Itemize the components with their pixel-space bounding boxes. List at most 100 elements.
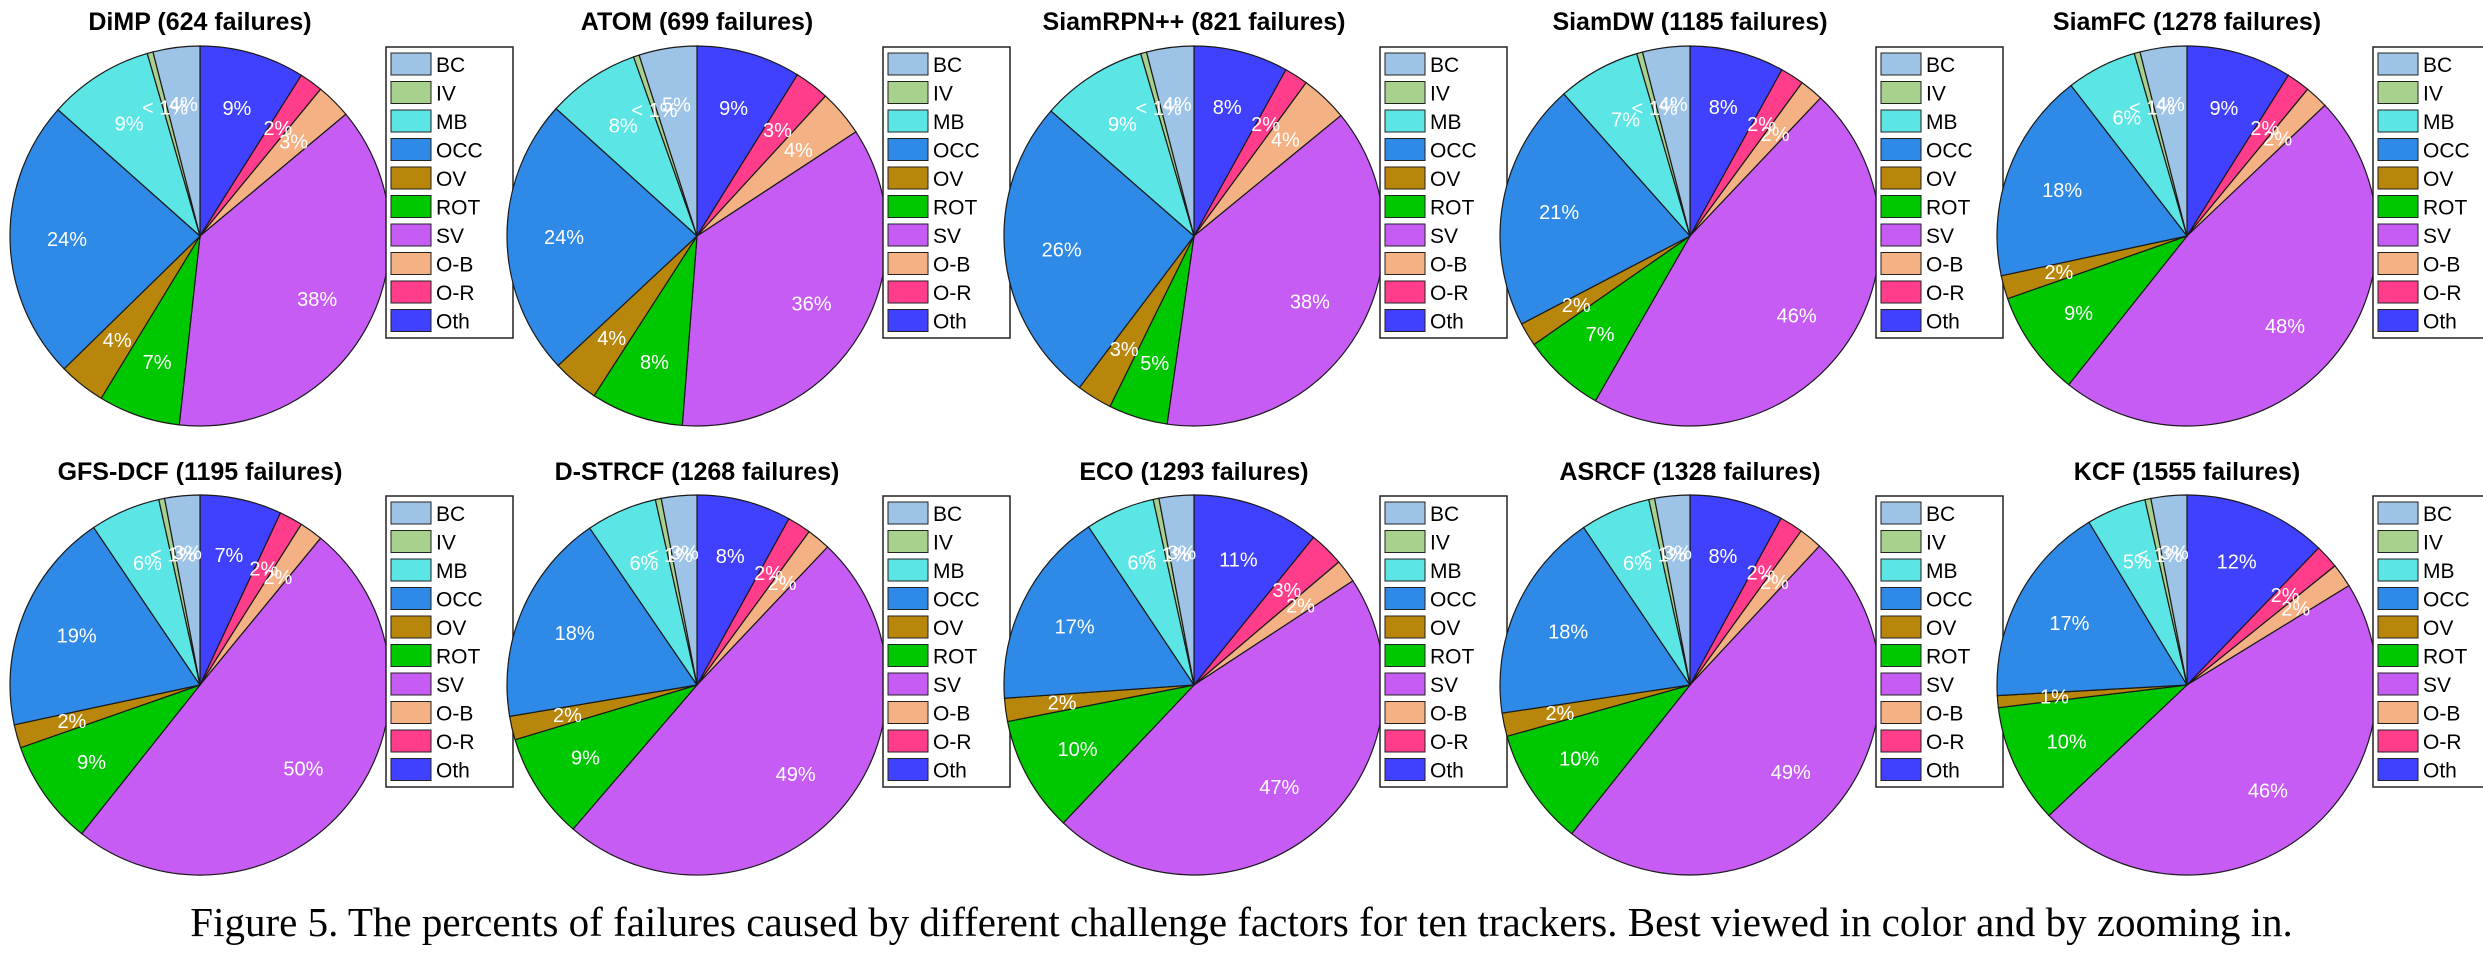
legend-swatch-oth xyxy=(390,309,432,332)
pie-slice-occ xyxy=(9,526,201,726)
slice-label-oth: 11% xyxy=(1219,550,1258,572)
legend-label-iv: IV xyxy=(436,532,456,555)
legend-swatch-iv xyxy=(390,530,432,553)
legend-label-o-b: O-B xyxy=(2423,254,2460,277)
slice-labels: 8%2%2%49%9%2%18%6%< 1%3% xyxy=(553,543,816,787)
pie-slice-rot xyxy=(593,235,698,427)
slice-label-bc: 3% xyxy=(1663,543,1692,565)
slice-label-iv: < 1% xyxy=(1632,98,1678,120)
legend-label-occ: OCC xyxy=(933,140,980,163)
chart-legend: BC IV MB OCC OV ROT SV O-B O-R Oth xyxy=(882,46,1011,339)
legend-label-mb: MB xyxy=(2423,111,2455,134)
legend-swatch-iv xyxy=(2377,81,2419,104)
pie-slice-oth xyxy=(2186,45,2290,239)
slice-labels: 12% 2%2% 46% 10% 1% 17% 5%< 1%3% xyxy=(2040,543,2310,803)
slice-label-oth: 12% xyxy=(2217,552,2257,574)
chart-title: SiamRPN++ (821 failures) xyxy=(1043,8,1346,36)
legend-swatch-rot xyxy=(1880,644,1922,667)
legend-swatch-mb xyxy=(1880,558,1922,582)
legend-label-o-r: O-R xyxy=(933,282,972,305)
slice-label-sv: 47% xyxy=(1259,777,1299,799)
chart-legend: BC IV MB OCC OV ROT SV O-B O-R Oth xyxy=(2372,495,2483,788)
legend-label-sv: SV xyxy=(933,225,961,248)
pie-slice-sv xyxy=(178,113,391,427)
legend-swatch-mb xyxy=(390,109,432,133)
slice-label-iv: < 1% xyxy=(2129,98,2175,120)
slice-label-ov: 2% xyxy=(2044,262,2073,284)
legend-label-o-r: O-R xyxy=(1926,282,1965,305)
pie-chart-5: SiamFC (1278 failures)9%2%2%48%9%2%18%6%… xyxy=(1996,8,2483,427)
legend-swatch-bc xyxy=(2377,52,2419,76)
legend-label-bc: BC xyxy=(933,54,962,77)
legend-swatch-ov xyxy=(1880,166,1922,190)
legend-label-o-r: O-R xyxy=(1926,731,1965,754)
legend-swatch-mb xyxy=(887,558,929,582)
legend-label-iv: IV xyxy=(1926,532,1946,555)
legend-swatch-sv xyxy=(390,672,432,696)
legend-label-bc: BC xyxy=(436,503,465,526)
legend-label-rot: ROT xyxy=(2423,646,2468,669)
slice-label-ov: 2% xyxy=(1048,692,1077,714)
slice-label-o-r: 2% xyxy=(1747,114,1776,136)
legend-label-bc: BC xyxy=(2423,503,2452,526)
slice-label-sv: 49% xyxy=(1771,762,1811,784)
slice-labels: 9%2%2%48%9%2%18%6%< 1%4% xyxy=(2042,94,2305,338)
slice-labels: 11%3%2%47%10%2%17%6%< 1%3% xyxy=(1048,543,1316,799)
legend-label-mb: MB xyxy=(1430,560,1462,583)
slice-label-o-b: 2% xyxy=(263,567,292,589)
legend-swatch-sv xyxy=(887,672,929,696)
pie-slice-rot xyxy=(1997,684,2189,817)
slice-label-mb: 7% xyxy=(1611,110,1640,132)
legend-label-mb: MB xyxy=(933,560,965,583)
legend-label-occ: OCC xyxy=(2423,140,2470,163)
slice-label-mb: 9% xyxy=(1108,114,1137,136)
legend-label-sv: SV xyxy=(436,674,464,697)
slice-label-iv: < 1% xyxy=(2137,545,2183,567)
pie-slice-oth xyxy=(696,494,790,686)
pie-slice-oth xyxy=(696,45,799,239)
legend-label-rot: ROT xyxy=(1926,197,1971,220)
legend-swatch-sv xyxy=(2377,223,2419,247)
legend-swatch-mb xyxy=(887,109,929,133)
legend-label-iv: IV xyxy=(2423,532,2443,555)
legend-label-iv: IV xyxy=(1926,83,1946,106)
legend-swatch-mb xyxy=(1384,558,1426,582)
slice-label-ov: 2% xyxy=(1545,703,1574,725)
slice-label-occ: 24% xyxy=(544,227,584,249)
legend-swatch-oth xyxy=(2377,758,2419,781)
legend-swatch-iv xyxy=(1384,81,1426,104)
legend-swatch-iv xyxy=(1384,530,1426,553)
slice-label-iv: < 1% xyxy=(1640,545,1686,567)
pie-slice-rot xyxy=(514,683,699,830)
legend-swatch-sv xyxy=(1880,672,1922,696)
pie-slice-bc xyxy=(152,45,201,237)
legend-label-occ: OCC xyxy=(1926,140,1973,163)
legend-label-o-b: O-B xyxy=(1926,254,1963,277)
legend-swatch-rot xyxy=(1384,195,1426,218)
slice-label-mb: 8% xyxy=(609,115,638,137)
legend-label-mb: MB xyxy=(1926,560,1958,583)
chart-title: ECO (1293 failures) xyxy=(1079,458,1308,486)
slice-label-oth: 8% xyxy=(1709,97,1738,119)
slice-label-sv: 36% xyxy=(791,294,831,316)
legend-swatch-ov xyxy=(887,166,929,190)
slice-label-bc: 4% xyxy=(2156,94,2185,116)
slice-labels: 9%3%4%36%8%4%24%8%< 1%5% xyxy=(544,95,832,374)
legend-label-iv: IV xyxy=(2423,83,2443,106)
slice-labels: 8%2%2%46%7%2%21%7%< 1%4% xyxy=(1539,94,1817,346)
legend-swatch-o-r xyxy=(1384,729,1426,753)
legend-label-ov: OV xyxy=(933,168,963,191)
legend-label-rot: ROT xyxy=(436,197,481,220)
slice-label-bc: 3% xyxy=(670,543,699,565)
legend-swatch-bc xyxy=(1384,52,1426,76)
slice-label-mb: 5% xyxy=(2123,552,2152,574)
pie-slice-bc xyxy=(1653,494,1691,686)
slice-label-ov: 3% xyxy=(1110,339,1139,361)
slice-label-occ: 18% xyxy=(2042,180,2082,202)
slice-label-o-b: 3% xyxy=(279,132,308,154)
legend-label-sv: SV xyxy=(1926,674,1954,697)
pie-slice-rot xyxy=(1006,684,1196,824)
legend-swatch-o-b xyxy=(1384,701,1426,724)
pie-slice-rot xyxy=(2006,234,2189,386)
slice-label-sv: 50% xyxy=(283,759,323,781)
